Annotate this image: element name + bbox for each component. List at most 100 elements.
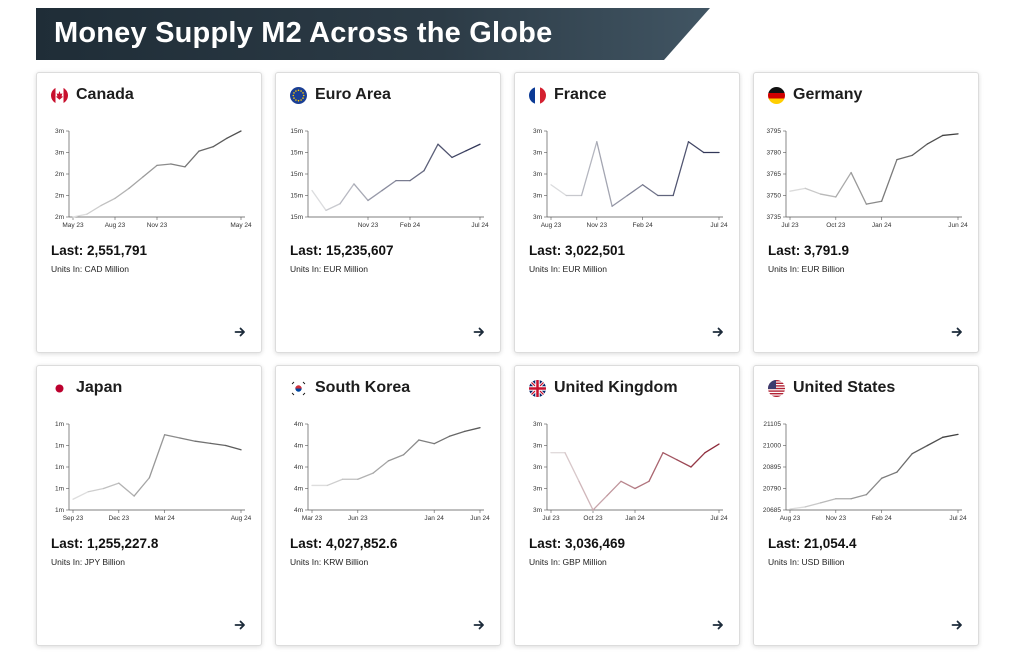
series-line-segment [789, 187, 806, 192]
x-tick-label: Nov 23 [147, 222, 168, 229]
line-chart: 15m 15m 15m 15m 15m Nov 23 Feb 24 Jul 24 [290, 128, 489, 229]
country-card[interactable]: France 3m 3m 3m 3m 3m Aug 23 Nov 23 Feb 24 Jul 24… [514, 72, 740, 353]
country-card[interactable]: Canada 3m 3m 2m 2m 2m May 23 Aug 23 Nov 23 May 24… [36, 72, 262, 353]
arrow-right-icon[interactable] [950, 325, 964, 339]
country-name: United Kingdom [554, 379, 678, 396]
series-line-segment [212, 137, 228, 148]
series-line-segment [580, 141, 598, 197]
series-line-segment [170, 163, 186, 168]
series-line-segment [114, 187, 130, 200]
series-line-segment [564, 452, 580, 482]
series-line-segment [148, 434, 166, 479]
country-card[interactable]: Japan 1m 1m 1m 1m 1m Sep 23 Dec 23 Mar 24 Aug 24 L… [36, 365, 262, 646]
uk-flag-icon [529, 379, 546, 397]
y-tick-label: 3m [55, 150, 64, 157]
card-header: Germany [768, 85, 862, 105]
page-title-banner: Money Supply M2 Across the Globe [36, 8, 710, 60]
y-tick-label: 21000 [763, 443, 781, 450]
page-title: Money Supply M2 Across the Globe [54, 17, 553, 49]
card-header: United States [768, 378, 895, 398]
y-tick-label: 2m [55, 214, 64, 221]
y-tick-label: 4m [294, 443, 303, 450]
card-header: France [529, 85, 606, 105]
x-tick-label: May 24 [230, 222, 252, 229]
country-name: South Korea [315, 379, 411, 396]
series-line-segment [865, 200, 883, 205]
series-line-segment [690, 452, 706, 468]
y-tick-label: 15m [290, 171, 303, 178]
x-tick-label: Jan 24 [872, 222, 892, 229]
series-line-segment [634, 480, 650, 490]
y-tick-label: 15m [290, 214, 303, 221]
x-tick-label: Jun 24 [470, 515, 490, 522]
card-header: United Kingdom [529, 378, 678, 398]
country-card[interactable]: South Korea 4m 4m 4m 4m 4m Mar 23 Jun 23 Jan 24 J… [275, 365, 501, 646]
series-line-segment [850, 171, 868, 205]
card-header: Japan [51, 378, 122, 398]
y-tick-label: 2m [55, 193, 64, 200]
series-line-segment [578, 480, 594, 511]
series-line-segment [626, 184, 644, 197]
x-tick-label: Jul 23 [781, 222, 799, 229]
arrow-right-icon[interactable] [711, 618, 725, 632]
series-line-segment [926, 436, 944, 447]
series-line-segment [357, 472, 374, 480]
y-tick-label: 3m [533, 150, 542, 157]
arrow-right-icon[interactable] [950, 618, 964, 632]
country-name: United States [793, 379, 896, 396]
series-line-segment [662, 452, 678, 461]
x-tick-label: Oct 23 [826, 222, 846, 229]
units-label: Units In: CAD Million [51, 264, 129, 274]
series-line-segment [387, 454, 405, 462]
series-line-segment [896, 154, 913, 161]
x-tick-label: Jul 24 [949, 515, 967, 522]
series-line-segment [672, 141, 690, 197]
series-line-segment [687, 141, 705, 154]
y-tick-label: 4m [294, 486, 303, 493]
south-korea-flag-icon [290, 379, 307, 397]
series-line-segment [819, 498, 837, 504]
us-flag-icon [768, 379, 785, 397]
series-line-segment [464, 427, 481, 433]
arrow-right-icon[interactable] [472, 325, 486, 339]
country-name: Euro Area [315, 86, 391, 103]
japan-flag-icon [51, 379, 68, 397]
country-name: Germany [793, 86, 863, 103]
arrow-right-icon[interactable] [233, 618, 247, 632]
series-line-segment [102, 482, 120, 490]
series-line-segment [353, 183, 369, 202]
y-tick-label: 20685 [763, 507, 781, 514]
country-card[interactable]: Euro Area 15m 15m 15m 15m 15m Nov 23 Feb 24 Jul … [275, 72, 501, 353]
units-label: Units In: EUR Billion [768, 264, 845, 274]
x-tick-label: Sep 23 [63, 515, 84, 522]
series-line-segment [433, 435, 451, 445]
series-line-segment [72, 213, 88, 218]
country-card[interactable]: United States 21105 21000 20895 20790 20685 Au… [753, 365, 979, 646]
arrow-right-icon[interactable] [472, 618, 486, 632]
series-line-segment [926, 134, 944, 145]
y-tick-label: 3m [55, 128, 64, 135]
x-tick-label: Nov 23 [826, 515, 847, 522]
series-line-segment [942, 133, 959, 137]
banner-background [36, 8, 710, 60]
arrow-right-icon[interactable] [233, 325, 247, 339]
series-line-segment [880, 471, 898, 479]
series-line-segment [942, 433, 959, 438]
series-line-segment [620, 480, 636, 490]
arrow-right-icon[interactable] [711, 325, 725, 339]
series-line-segment [225, 444, 242, 451]
last-value: Last: 3,791.9 [768, 243, 850, 258]
country-card[interactable]: Germany 3795 3780 3765 3750 3735 Jul 23 Oct 23 J… [753, 72, 979, 353]
units-label: Units In: USD Billion [768, 557, 845, 567]
series-line-segment [804, 502, 822, 508]
y-tick-label: 21105 [763, 421, 781, 428]
country-card[interactable]: United Kingdom 3m 3m 3m 3m 3m Jul 23 Oct 23 Jan … [514, 365, 740, 646]
x-tick-label: Jul 24 [710, 222, 728, 229]
last-value: Last: 1,255,227.8 [51, 536, 159, 551]
series-line-segment [704, 443, 720, 454]
y-tick-label: 3735 [767, 214, 782, 221]
card-header: Canada [51, 85, 134, 105]
